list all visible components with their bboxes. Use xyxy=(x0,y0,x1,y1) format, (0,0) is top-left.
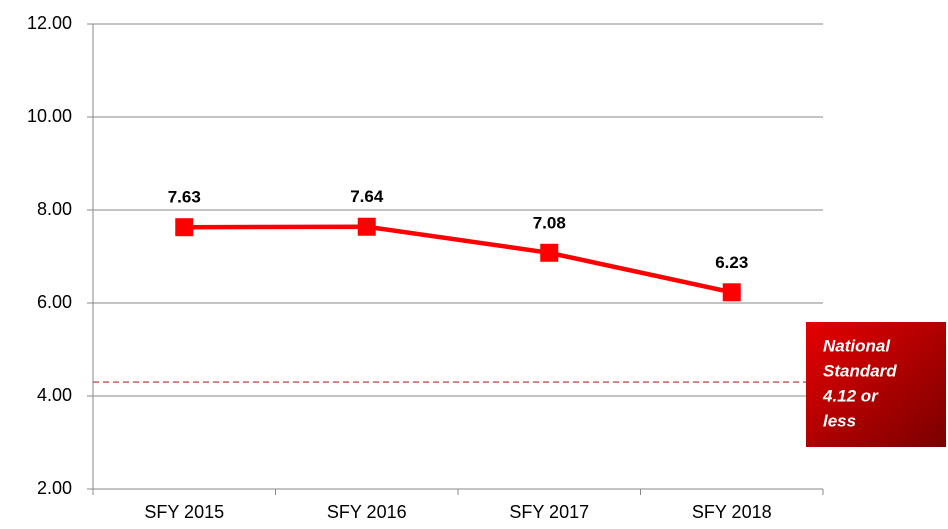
annotation-text: less xyxy=(823,411,856,430)
annotation-text: National xyxy=(823,336,891,355)
data-label: 7.08 xyxy=(533,213,566,232)
annotation-box xyxy=(806,322,946,447)
data-label: 6.23 xyxy=(715,253,748,272)
y-tick-label: 10.00 xyxy=(27,106,72,126)
data-label: 7.63 xyxy=(168,188,201,207)
series-line xyxy=(184,224,733,295)
annotation-text: 4.12 or xyxy=(822,386,879,405)
x-tick-label: SFY 2018 xyxy=(692,502,772,522)
y-tick-label: 8.00 xyxy=(37,199,72,219)
annotation-text: Standard xyxy=(823,361,897,380)
x-tick-label: SFY 2017 xyxy=(509,502,589,522)
y-tick-label: 4.00 xyxy=(37,385,72,405)
marker xyxy=(722,283,741,302)
marker xyxy=(175,218,194,237)
x-tick-label: SFY 2015 xyxy=(144,502,224,522)
data-label: 7.64 xyxy=(350,187,384,206)
marker xyxy=(357,217,376,236)
marker xyxy=(540,243,559,262)
y-tick-label: 6.00 xyxy=(37,292,72,312)
x-tick-label: SFY 2016 xyxy=(327,502,407,522)
y-tick-label: 12.00 xyxy=(27,13,72,33)
y-tick-label: 2.00 xyxy=(37,478,72,498)
